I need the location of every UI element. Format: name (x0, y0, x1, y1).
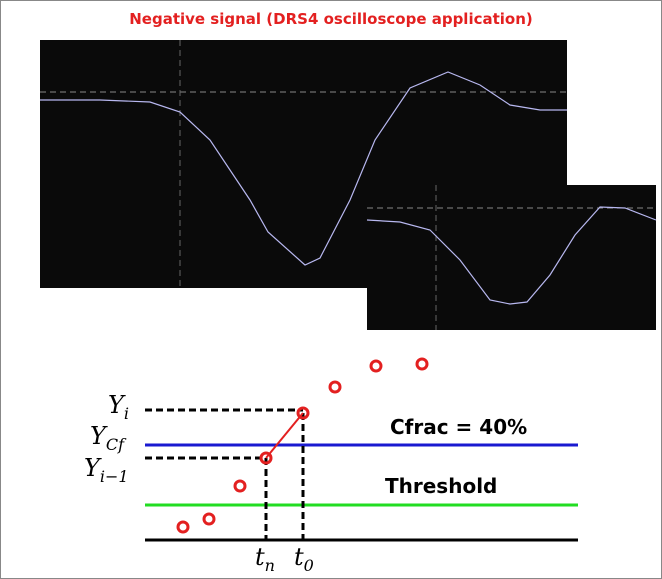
scope-trace (40, 71, 567, 266)
cfrac-label: Cfrac = 40% (390, 415, 527, 439)
interpolation (265, 412, 304, 459)
samples (176, 357, 429, 534)
t-label: tn (255, 543, 275, 575)
guides (145, 408, 305, 540)
title: Negative signal (DRS4 oscilloscope appli… (129, 10, 533, 28)
t-label: t0 (294, 543, 314, 575)
scope-trace (366, 206, 657, 305)
y-label: Yi (108, 391, 129, 423)
threshold-label: Threshold (385, 474, 497, 498)
scope-panel (367, 185, 656, 330)
y-label: Yi−1 (84, 454, 129, 486)
y-label: YCf (90, 422, 127, 454)
